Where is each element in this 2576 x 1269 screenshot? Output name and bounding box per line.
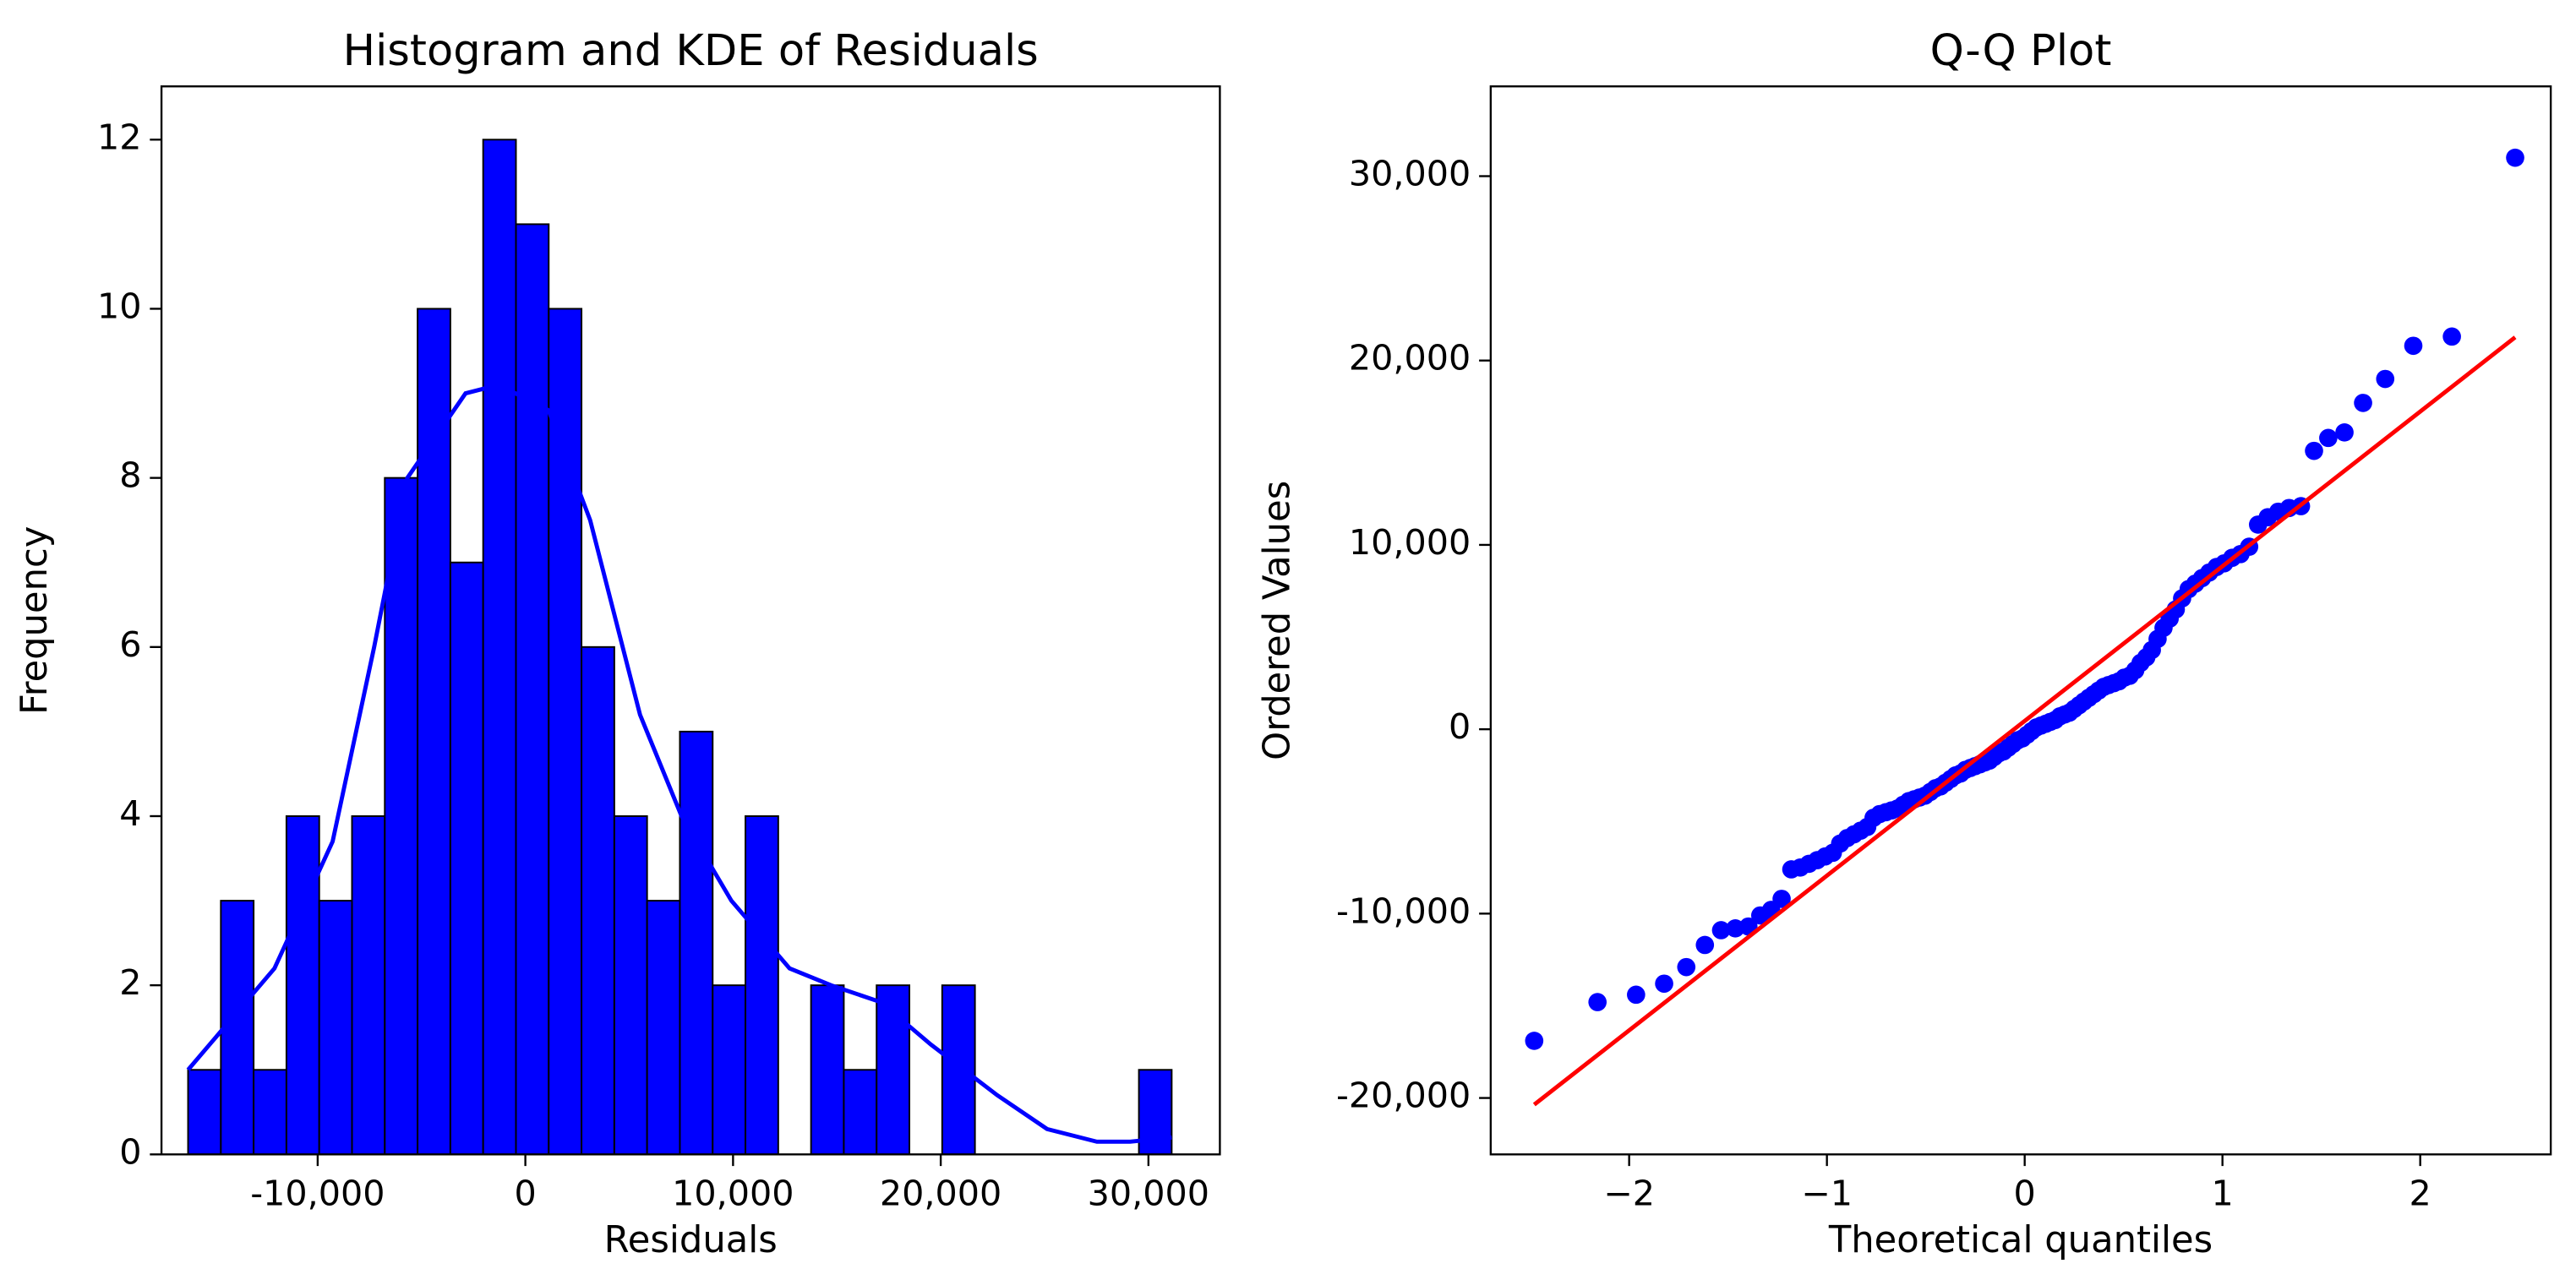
point [1772, 890, 1791, 908]
point [2506, 148, 2524, 167]
bar [581, 645, 615, 1156]
y-tick-label: 2 [119, 962, 141, 1003]
chart-title: Histogram and KDE of Residuals [343, 26, 1039, 76]
bar [745, 815, 779, 1156]
y-tick-label: 4 [119, 793, 141, 834]
bar [515, 223, 550, 1156]
bar [482, 139, 517, 1156]
y-tick-label: 0 [119, 1131, 141, 1172]
bar [613, 815, 648, 1156]
y-axis-label: Ordered Values [1257, 481, 1299, 760]
bar [548, 308, 583, 1156]
subplot: -10,000 0 10,000 20,000 30,000 0 2 4 6 8 10 12 Histo… [14, 26, 1221, 1261]
y-tick-label: 10,000 [1349, 522, 1471, 563]
bar [449, 561, 484, 1156]
subplot: −2 −1 0 1 2 -20,000 -10,000 0 10,000 20,000 30,000… [1257, 26, 2552, 1261]
bar [187, 1069, 222, 1156]
y-tick-label: 30,000 [1349, 154, 1471, 194]
point [1525, 1032, 1544, 1050]
x-tick-label: 0 [2014, 1173, 2036, 1213]
y-tick-label: 6 [119, 624, 141, 665]
bar [646, 900, 681, 1156]
chart-title: Q-Q Plot [1930, 26, 2112, 76]
x-tick-label: 10,000 [672, 1173, 794, 1213]
x-tick-label: -10,000 [250, 1173, 385, 1213]
bar [318, 900, 353, 1156]
x-tick-label: 20,000 [880, 1173, 1001, 1213]
point [1711, 921, 1731, 939]
point [2404, 336, 2423, 356]
axes-frame [1489, 85, 2552, 1156]
point [1655, 974, 1673, 994]
bar [384, 477, 419, 1156]
fit-line [1532, 335, 2517, 1107]
bar [810, 984, 845, 1156]
y-axis-label: Frequency [14, 526, 56, 715]
point [2354, 394, 2372, 412]
x-tick-label: 1 [2212, 1173, 2234, 1213]
bar [285, 815, 320, 1156]
bar [351, 815, 386, 1156]
bar [253, 1069, 287, 1156]
y-tick-label: 10 [97, 286, 142, 326]
bar [712, 984, 747, 1156]
point [1588, 993, 1607, 1011]
x-tick-label: 2 [2410, 1173, 2431, 1213]
y-tick-label: 8 [119, 455, 141, 496]
bar [417, 308, 451, 1156]
axes-frame [160, 85, 1221, 1156]
y-tick-label: -20,000 [1336, 1076, 1471, 1116]
y-tick-label: 12 [97, 117, 142, 157]
bar [941, 984, 976, 1156]
kde-line [186, 382, 1172, 1144]
point [1627, 985, 1645, 1005]
x-axis-label: Theoretical quantiles [1828, 1219, 2213, 1261]
point [2376, 369, 2395, 389]
point [2442, 327, 2461, 346]
y-tick-label: -10,000 [1336, 890, 1471, 931]
bar [843, 1069, 878, 1156]
y-tick-label: 20,000 [1349, 338, 1471, 379]
x-tick-label: −1 [1801, 1173, 1853, 1213]
x-tick-label: −2 [1603, 1173, 1655, 1213]
bar [679, 730, 714, 1156]
point [2305, 441, 2323, 460]
point [2319, 428, 2338, 448]
x-axis-label: Residuals [604, 1219, 778, 1261]
point [1677, 957, 1696, 977]
x-tick-label: 0 [514, 1173, 536, 1213]
x-tick-label: 30,000 [1088, 1173, 1209, 1213]
point [1695, 935, 1715, 955]
point [2335, 423, 2354, 442]
y-tick-label: 0 [1449, 706, 1471, 747]
